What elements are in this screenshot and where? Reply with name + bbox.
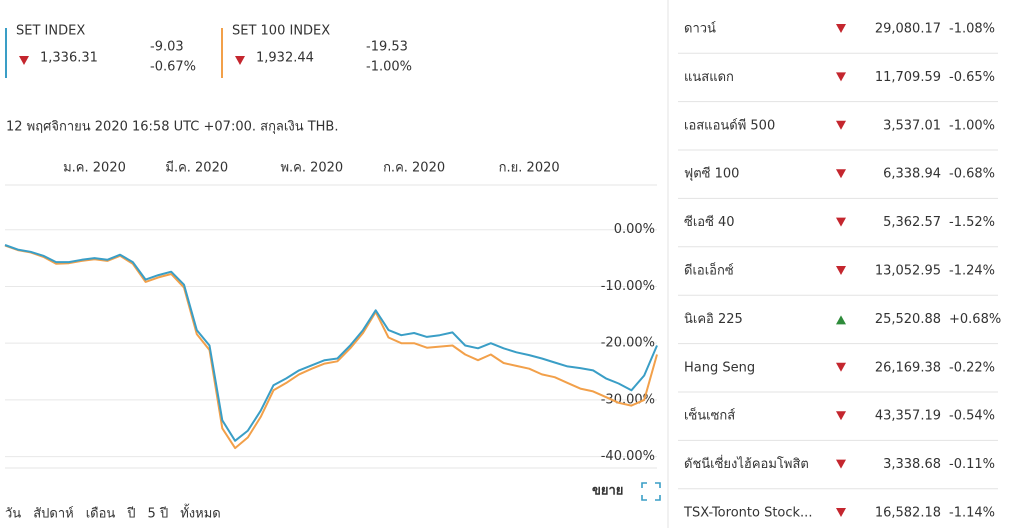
market-name: ดีเอเอ็กซ์ — [684, 261, 734, 279]
index-change: -19.53 — [366, 40, 408, 55]
market-name: ดัชนีเซี่ยงไฮ้คอมโพสิต — [684, 455, 809, 472]
down-arrow — [19, 56, 29, 65]
down-arrow — [836, 459, 846, 469]
market-value: 25,520.88 — [875, 312, 941, 327]
range-button[interactable]: วัน — [5, 507, 21, 522]
market-name: เอสแอนด์พี 500 — [684, 117, 775, 133]
market-change: +0.68% — [949, 312, 1001, 327]
market-name: แนสแดก — [684, 70, 734, 85]
down-arrow — [836, 411, 846, 421]
market-value: 11,709.59 — [875, 70, 941, 85]
y-tick-label: -10.00% — [601, 279, 655, 294]
down-arrow — [836, 508, 846, 517]
range-button[interactable]: ปี — [126, 506, 135, 522]
market-value: 16,582.18 — [875, 506, 941, 521]
y-tick-label: -30.00% — [601, 392, 655, 407]
market-change: -0.22% — [949, 360, 995, 375]
range-button[interactable]: สัปดาห์ — [33, 506, 74, 522]
market-change: -1.00% — [949, 118, 995, 133]
series-line — [4, 244, 658, 450]
market-name: TSX-Toronto Stock... — [683, 506, 812, 521]
market-value: 26,169.38 — [875, 360, 941, 375]
x-tick-label: ก.ค. 2020 — [383, 161, 445, 176]
market-change: -0.11% — [949, 457, 995, 472]
market-change: -0.68% — [949, 167, 995, 182]
index-percent: -0.67% — [150, 60, 196, 75]
timestamp: 12 พฤศจิกายน 2020 16:58 UTC +07:00. สกุล… — [6, 120, 338, 135]
series-line — [4, 244, 658, 442]
market-value: 43,357.19 — [875, 409, 941, 424]
market-name: เซ็นเซกส์ — [684, 406, 735, 424]
market-value: 6,338.94 — [883, 167, 941, 182]
market-name: นิเคอิ 225 — [684, 312, 743, 327]
y-tick-label: 0.00% — [614, 222, 655, 237]
market-change: -1.52% — [949, 215, 995, 230]
index-value: 1,336.31 — [40, 51, 98, 66]
down-arrow — [836, 217, 846, 227]
range-button[interactable]: ทั้งหมด — [180, 504, 221, 522]
market-name: Hang Seng — [684, 360, 755, 375]
index-name: SET 100 INDEX — [232, 24, 330, 39]
expand-button[interactable]: ขยาย — [592, 484, 623, 499]
expand-icon[interactable] — [641, 482, 661, 501]
down-arrow — [836, 169, 846, 179]
down-arrow — [836, 24, 846, 33]
down-arrow — [836, 362, 846, 372]
market-value: 13,052.95 — [875, 264, 941, 279]
market-change: -1.08% — [949, 22, 995, 37]
market-name: ดาวน์ — [684, 21, 716, 37]
index-name: SET INDEX — [16, 24, 85, 39]
index-value: 1,932.44 — [256, 51, 314, 66]
up-arrow — [836, 315, 846, 325]
down-arrow — [836, 266, 846, 275]
y-tick-label: -40.00% — [601, 449, 655, 464]
market-value: 5,362.57 — [883, 215, 941, 230]
market-value: 29,080.17 — [875, 22, 941, 37]
range-button[interactable]: 5 ปี — [148, 506, 169, 522]
market-value: 3,537.01 — [883, 118, 941, 133]
x-tick-label: มี.ค. 2020 — [165, 160, 228, 176]
market-value: 3,338.68 — [883, 457, 941, 472]
market-change: -1.24% — [949, 264, 995, 279]
market-name: ฟุตซี 100 — [684, 166, 739, 182]
y-tick-label: -20.00% — [601, 336, 655, 351]
market-change: -1.14% — [949, 506, 995, 521]
x-tick-label: พ.ค. 2020 — [280, 161, 343, 176]
x-tick-label: ก.ย. 2020 — [499, 161, 560, 176]
index-change: -9.03 — [150, 40, 184, 55]
index-percent: -1.00% — [366, 60, 412, 75]
down-arrow — [836, 120, 846, 130]
market-change: -0.65% — [949, 70, 995, 85]
down-arrow — [235, 56, 245, 65]
market-name: ซีเอซี 40 — [684, 214, 735, 230]
market-change: -0.54% — [949, 409, 995, 424]
down-arrow — [836, 72, 846, 82]
x-tick-label: ม.ค. 2020 — [63, 161, 126, 176]
range-button[interactable]: เดือน — [86, 506, 116, 522]
